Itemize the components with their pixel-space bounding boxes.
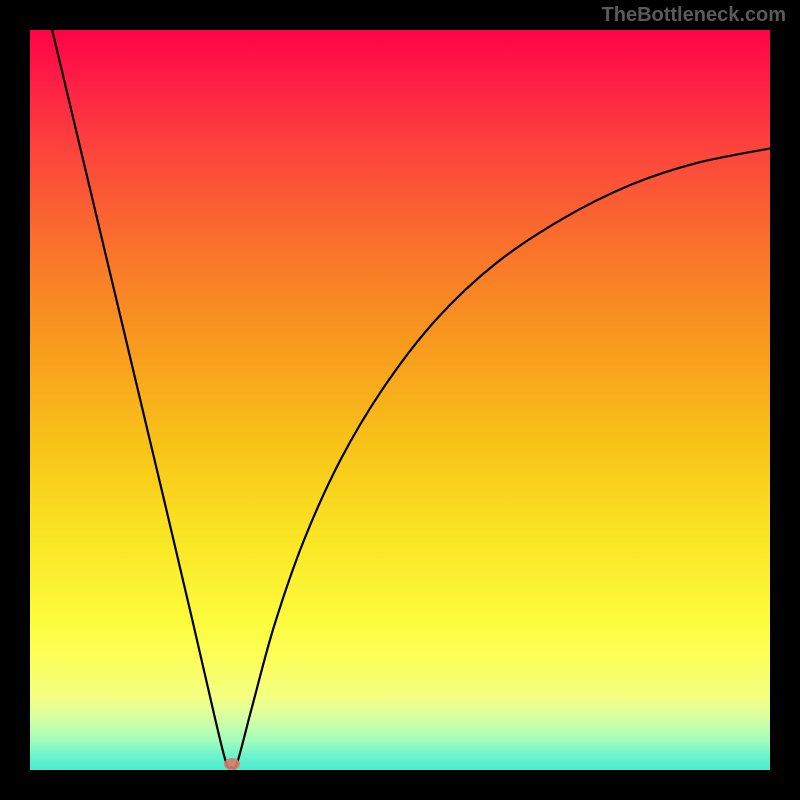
curve-layer	[30, 30, 770, 770]
watermark-text: TheBottleneck.com	[602, 4, 786, 27]
bottleneck-curve	[52, 30, 770, 769]
plot-area	[30, 30, 770, 770]
minimum-marker	[224, 758, 240, 770]
